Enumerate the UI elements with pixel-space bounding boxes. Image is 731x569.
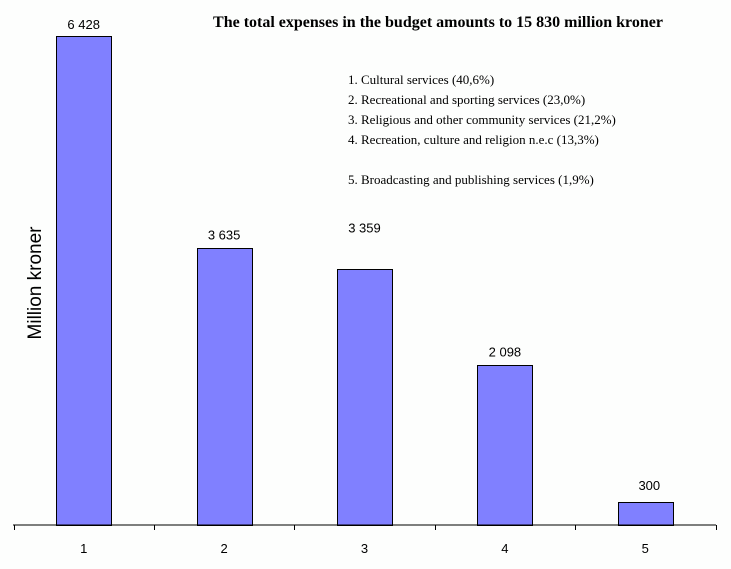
data-label-4: 2 098 xyxy=(489,344,522,359)
x-tick-label-2: 2 xyxy=(220,541,227,556)
bar-2 xyxy=(197,248,253,526)
legend-entry-2: 2. Recreational and sporting services (2… xyxy=(348,92,585,107)
y-axis-label: Million kroner xyxy=(25,226,46,340)
data-label-5: 300 xyxy=(638,478,660,493)
bar-3 xyxy=(337,269,393,526)
data-label-2: 3 635 xyxy=(208,227,241,242)
x-tick-label-3: 3 xyxy=(361,541,368,556)
x-tick-label-4: 4 xyxy=(501,541,508,556)
x-tick-label-1: 1 xyxy=(80,541,87,556)
legend: 1. Cultural services (40,6%) 2. Recreati… xyxy=(348,72,616,187)
bar-4 xyxy=(477,365,533,526)
bars-group xyxy=(56,36,674,526)
legend-entry-4: 4. Recreation, culture and religion n.e.… xyxy=(348,132,599,147)
data-label-3: 3 359 xyxy=(348,220,381,235)
bar-5 xyxy=(618,502,674,526)
data-labels-group: 6 428 3 635 3 359 2 098 300 xyxy=(67,17,660,493)
bar-1 xyxy=(56,36,112,526)
legend-entry-1: 1. Cultural services (40,6%) xyxy=(348,72,494,87)
x-axis-ticks xyxy=(14,525,717,530)
x-axis-tick-labels: 1 2 3 4 5 xyxy=(80,541,649,556)
chart-title: The total expenses in the budget amounts… xyxy=(213,14,663,31)
legend-entry-3: 3. Religious and other community service… xyxy=(348,112,616,127)
legend-entry-5: 5. Broadcasting and publishing services … xyxy=(348,172,594,187)
x-tick-label-5: 5 xyxy=(642,541,649,556)
data-label-1: 6 428 xyxy=(67,17,100,32)
